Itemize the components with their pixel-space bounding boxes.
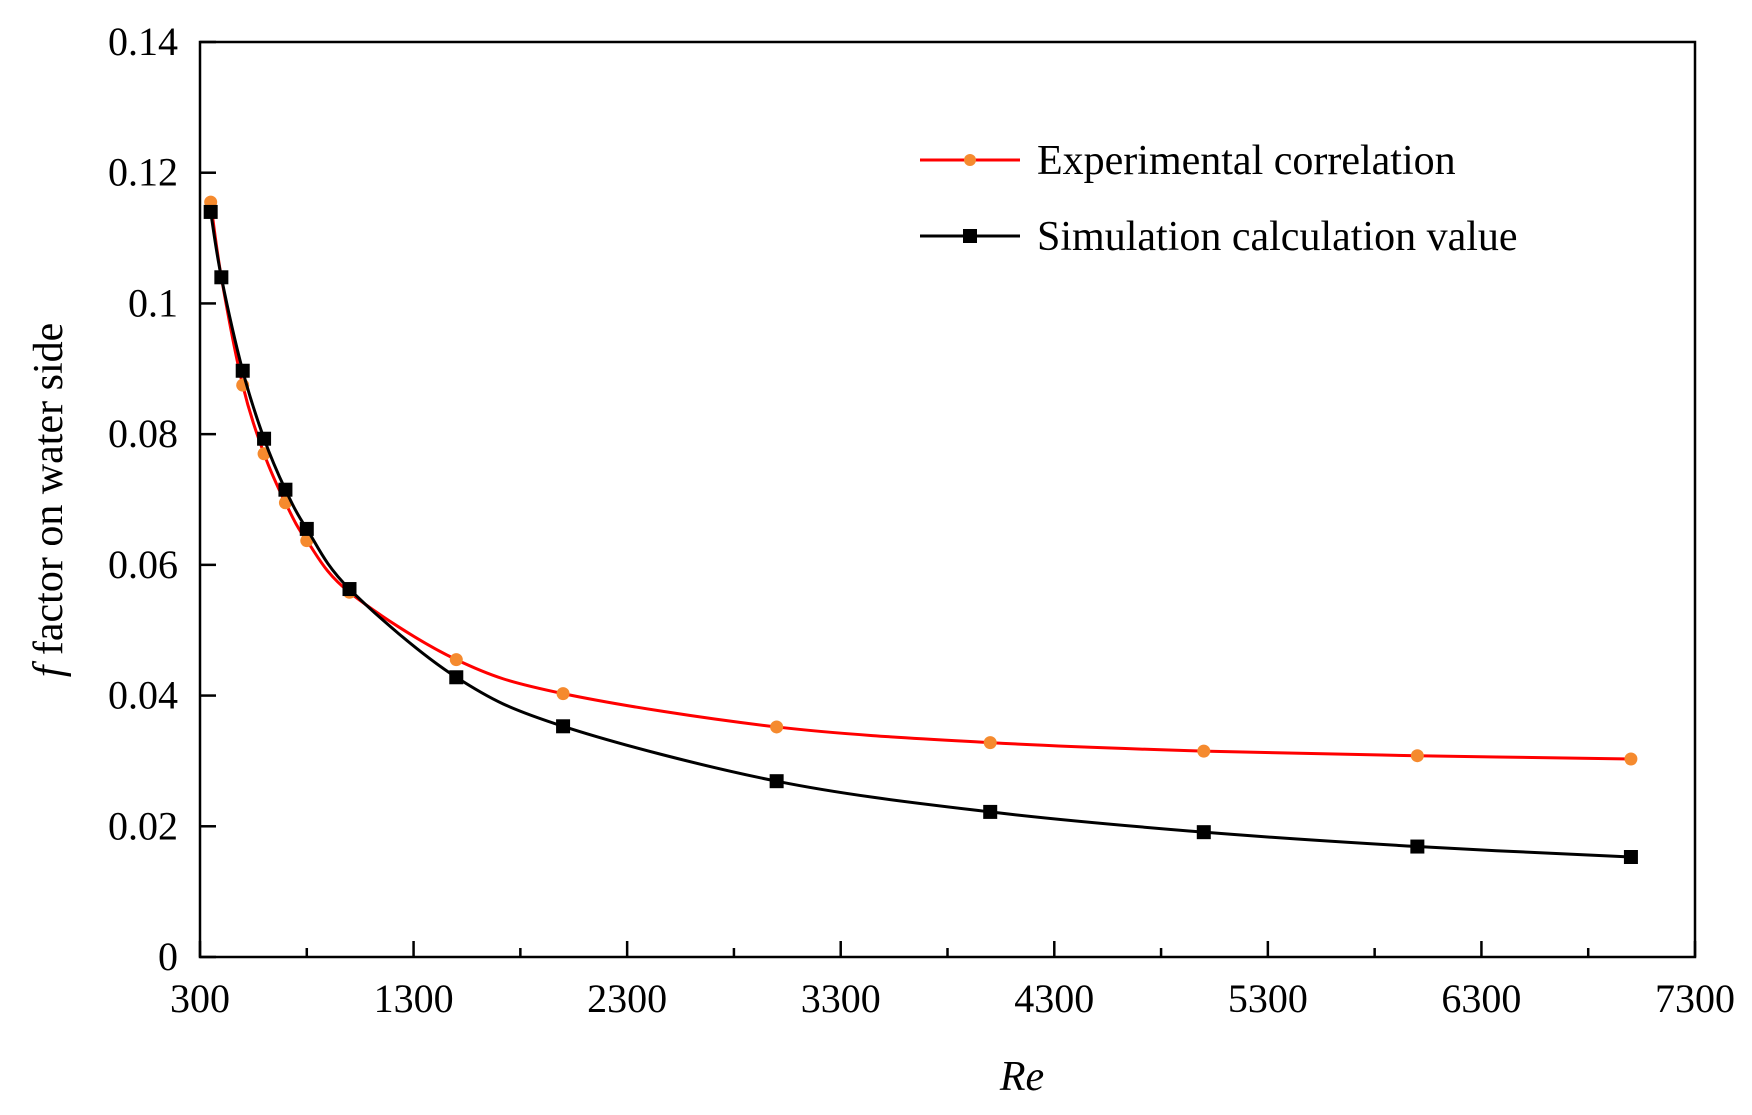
data-point-simulation (1410, 839, 1425, 854)
data-point-experimental (983, 736, 997, 750)
y-axis-title: f factor on water side (26, 323, 72, 678)
data-point-experimental (1197, 744, 1211, 758)
legend-item-simulation: Simulation calculation value (920, 214, 1518, 260)
x-tick-label: 300 (170, 976, 230, 1021)
y-tick-label: 0.1 (128, 280, 178, 325)
data-point-experimental (556, 687, 570, 701)
legend-item-experimental: Experimental correlation (920, 138, 1456, 184)
y-tick-label: 0.08 (108, 411, 178, 456)
legend: Experimental correlation Simulation calc… (920, 138, 1518, 260)
data-point-simulation (983, 804, 998, 819)
x-tick-label: 5300 (1228, 976, 1308, 1021)
x-tick-label: 6300 (1441, 976, 1521, 1021)
y-tick-label: 0.06 (108, 542, 178, 587)
data-point-experimental (1624, 752, 1638, 766)
plot-frame (198, 40, 1697, 959)
legend-marker-simulation (963, 229, 977, 243)
y-tick-label: 0.14 (108, 19, 178, 64)
x-tick-label: 3300 (801, 976, 881, 1021)
y-tick-label: 0.12 (108, 150, 178, 195)
series-line-experimental (209, 201, 1631, 761)
data-point-simulation (278, 482, 293, 497)
data-point-simulation (449, 670, 464, 685)
series-line-simulation (209, 211, 1632, 859)
x-tick-label: 2300 (587, 976, 667, 1021)
y-tick-label: 0.04 (108, 673, 178, 718)
data-point-experimental (300, 534, 314, 548)
data-point-experimental (1410, 749, 1424, 763)
x-tick-label: 4300 (1014, 976, 1094, 1021)
data-point-simulation (1623, 850, 1638, 865)
x-axis-title: Re (999, 1054, 1044, 1100)
y-axis-title-text: factor on water side (26, 323, 72, 655)
data-point-simulation (203, 204, 218, 219)
data-point-simulation (235, 363, 250, 378)
data-point-simulation (1196, 825, 1211, 840)
data-point-simulation (769, 774, 784, 789)
legend-label-simulation: Simulation calculation value (1037, 214, 1518, 260)
series-layer (203, 195, 1638, 865)
series-simulation (203, 204, 1638, 865)
data-point-experimental (449, 653, 463, 667)
y-axis-title-symbol: f (26, 660, 72, 677)
y-tick-label: 0 (158, 934, 178, 979)
data-point-simulation (257, 431, 272, 446)
data-point-simulation (214, 270, 229, 285)
data-point-simulation (299, 521, 314, 536)
x-tick-label: 7300 (1655, 976, 1735, 1021)
data-point-simulation (342, 582, 357, 597)
series-experimental (204, 195, 1638, 766)
y-ticks: 0 0.02 0.04 0.06 0.08 0.1 0.12 0.14 (108, 19, 216, 979)
data-point-simulation (556, 719, 571, 734)
x-tick-label: 1300 (374, 976, 454, 1021)
y-tick-label: 0.02 (108, 803, 178, 848)
x-ticks: 300 1300 2300 3300 4300 5300 6300 7300 (170, 941, 1735, 1021)
legend-marker-experimental (964, 154, 976, 166)
legend-label-experimental: Experimental correlation (1037, 138, 1456, 184)
data-point-experimental (770, 720, 784, 734)
